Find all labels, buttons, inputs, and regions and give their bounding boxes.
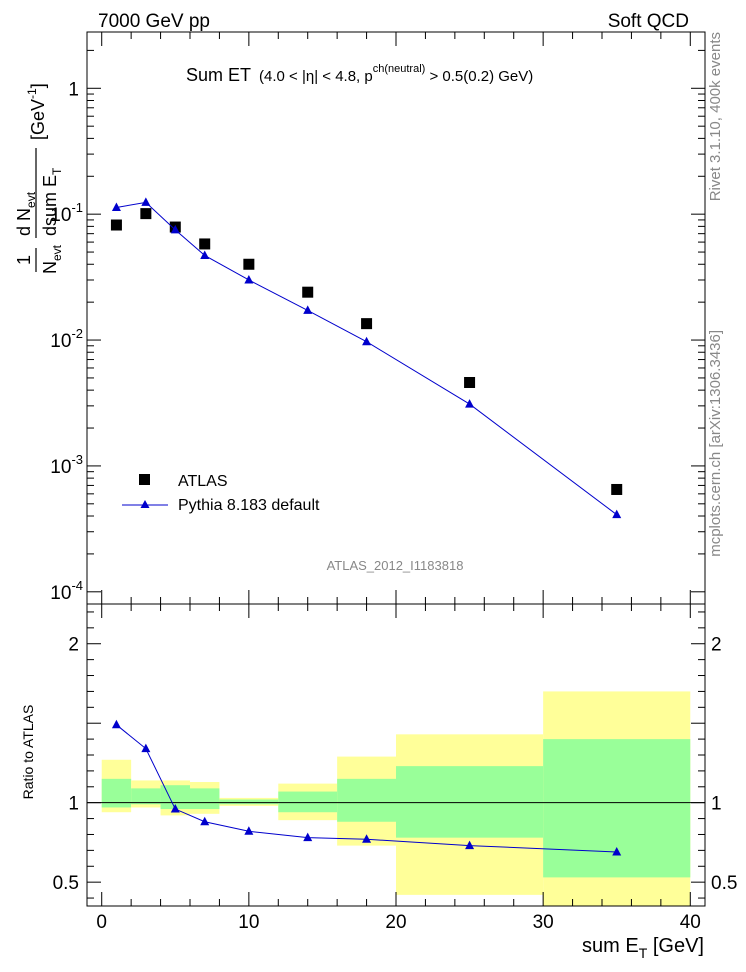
ylabel-deriv-den: dsum ET [40,167,64,236]
title-condition-tail: > 0.5(0.2) GeV) [425,68,533,85]
ratio-y-tick-label: 1 [68,794,79,815]
y-tick-label: 10-2 [50,326,83,352]
y-tick-label: 10-4 [50,578,83,604]
title-main: Sum ET [186,65,251,85]
main-frame [86,31,706,605]
main-y-axis-label: 1 Nevt d Nevt dsum ET [GeV-1] [14,83,64,274]
ylabel-frac-den: Nevt [40,244,64,274]
ratio-pythia-point [170,804,180,813]
main-plot-panel: 1 10-1 10-2 10-3 10-4 [50,31,706,605]
pythia-point [170,224,180,234]
ratio-pythia-point [200,816,210,826]
ratio-pythia-point [141,743,151,753]
atlas-point [361,318,373,330]
ratio-pythia-point [303,832,313,842]
atlas-point [611,483,623,495]
title-condition: (4.0 < |η| < 4.8, p [259,68,373,85]
atlas-point [110,219,122,231]
pythia-point [200,250,210,259]
atlas-point [464,376,476,388]
pythia-point [612,509,622,519]
ratio-pythia-point [244,826,254,835]
green-band [396,766,544,838]
ratio-pythia-point [465,840,475,850]
pythia-point [362,336,372,346]
rivet-label: Rivet 3.1.10, 400k events [707,32,724,201]
pythia-point [111,202,121,211]
header-left: 7000 GeV pp [98,11,210,32]
main-plot-title: Sum ET (4.0 < |η| < 4.8, pch(neutral) > 0… [186,63,533,85]
ratio-y-axis-label: Ratio to ATLAS [20,705,36,800]
pythia-point [141,197,151,206]
green-band [131,788,161,805]
pythia-point [244,274,254,284]
x-tick-label: 20 [385,912,406,933]
ratio-y-tick-label: 0.5 [53,873,79,894]
title-superscript: ch(neutral) [373,63,426,75]
legend: ATLAS Pythia 8.183 default [122,473,320,514]
atlas-point [243,258,255,270]
pythia-point [465,399,475,408]
atlas-point [302,286,314,298]
legend-marker-pythia [140,500,150,508]
green-band [337,778,396,822]
green-band [543,739,691,878]
ratio-y-tick-label: 2 [68,635,79,656]
ylabel-unit: [GeV-1] [25,83,48,140]
x-tick-label: 10 [238,912,259,933]
header-right: Soft QCD [608,11,689,32]
green-band [278,791,338,813]
ylabel-frac-num: 1 [14,255,34,265]
ratio-pythia-point [362,834,372,843]
analysis-watermark: ATLAS_2012_I1183818 [327,558,464,573]
ylabel-deriv-num: d Nevt [14,191,38,236]
legend-label-pythia: Pythia 8.183 default [178,497,320,514]
atlas-point [140,208,152,220]
green-band [219,799,279,805]
ratio-plot-panel: 0.5 0.51 12 20 10 20 30 40 [53,603,737,933]
legend-marker-atlas [139,474,150,485]
y-tick-label: 1 [68,79,79,100]
y-tick-label: 10-3 [50,452,83,478]
pythia-point [303,305,313,314]
ratio-pythia-point [612,846,622,856]
y-tick-label: 10-1 [50,200,83,226]
legend-label-atlas: ATLAS [178,473,228,490]
mcplots-label: mcplots.cern.ch [arXiv:1306.3436] [707,330,724,557]
pythia-line [116,201,618,516]
x-tick-label: 0 [96,912,107,933]
ratio-y-tick-label-right: 2 [711,635,722,656]
ratio-pythia-point [111,719,121,729]
x-axis-label: sum ET [GeV] [582,935,704,961]
ratio-y-tick-label-right: 1 [711,794,722,815]
x-tick-label: 40 [680,912,701,933]
atlas-point [199,238,211,250]
green-band [190,788,220,810]
x-tick-label: 30 [533,912,554,933]
ratio-y-tick-label-right: 0.5 [711,873,737,894]
